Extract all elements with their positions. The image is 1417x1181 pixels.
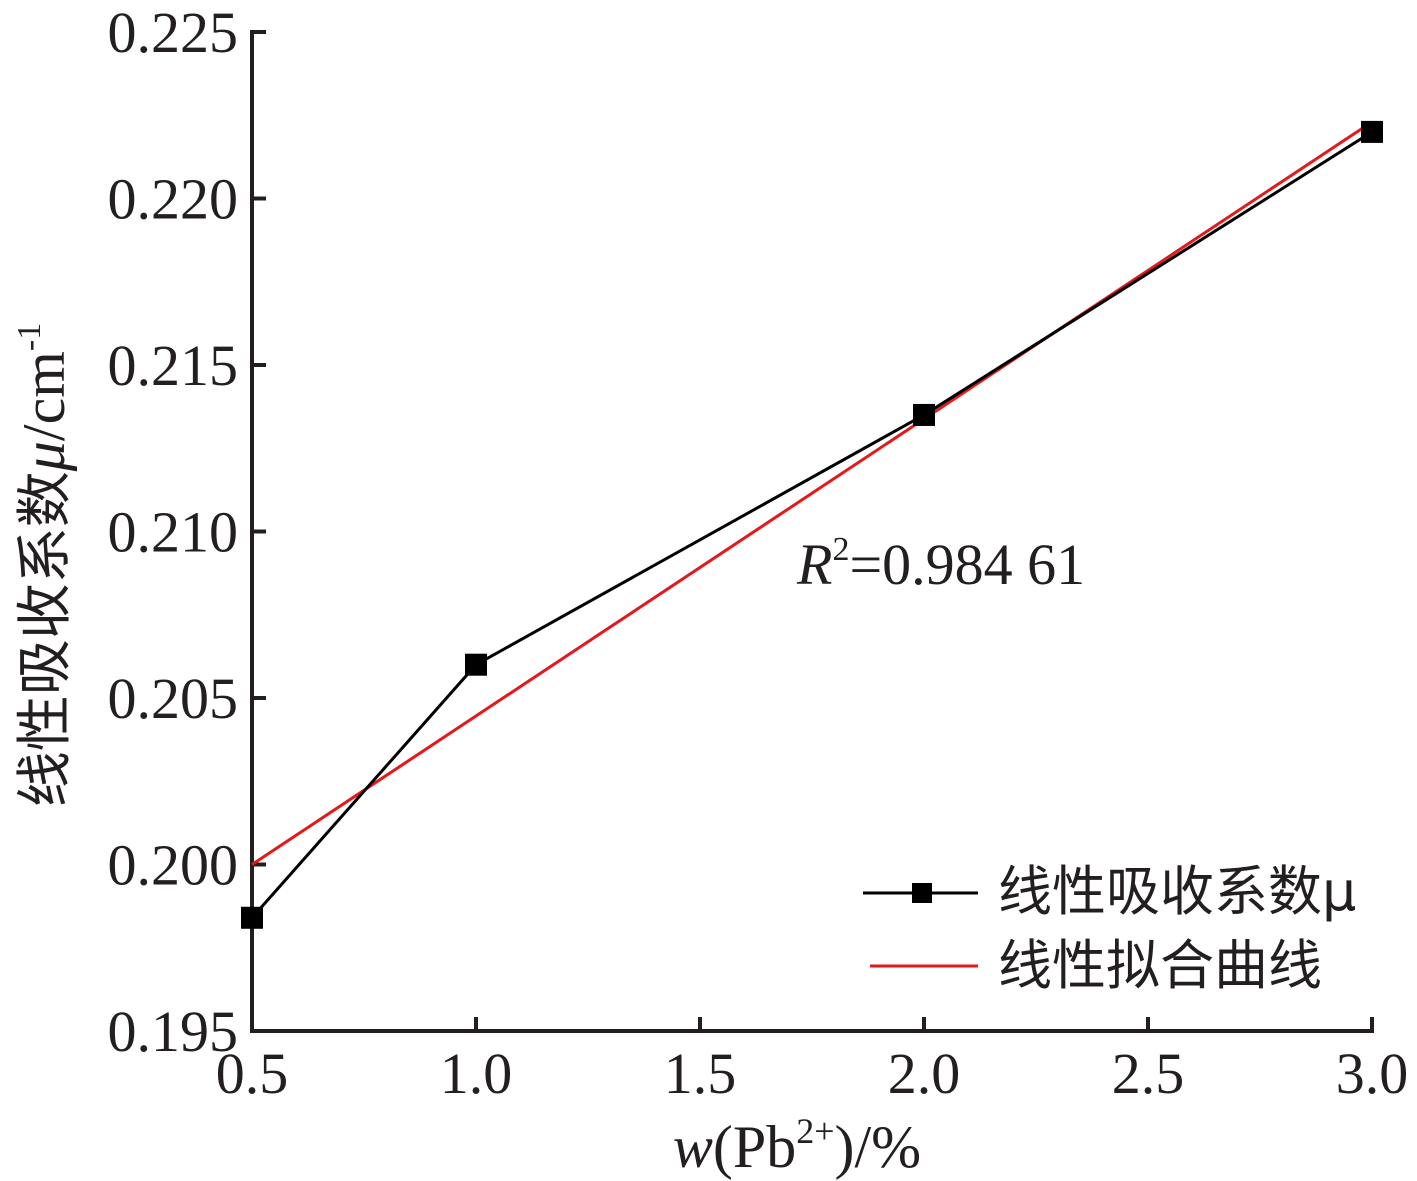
x-tick-label: 2.5	[1112, 1041, 1185, 1106]
y-tick-label: 0.220	[108, 167, 239, 232]
data-point-marker	[1361, 120, 1383, 143]
r-squared-var: R	[796, 532, 832, 597]
x-tick-label: 1.5	[664, 1041, 737, 1106]
x-tick-label: 3.0	[1336, 1041, 1409, 1106]
legend-marker-square	[912, 883, 932, 903]
x-axis-ticks: 0.5 1.0 1.5 2.0 2.5 3.0	[216, 1017, 1409, 1106]
y-tick-label: 0.195	[108, 999, 239, 1064]
fit-line	[251, 120, 1373, 866]
data-point-marker	[465, 653, 487, 676]
x-axis-label: w(Pb2+)/%	[673, 1111, 921, 1180]
y-tick-label: 0.215	[108, 333, 239, 398]
x-tick-label: 0.5	[216, 1041, 289, 1106]
x-axis-label-open: (Pb	[713, 1114, 796, 1180]
r-squared-value: =0.984 61	[849, 532, 1085, 597]
x-axis-label-sup: 2+	[796, 1111, 834, 1151]
y-axis-label-unit: /cm	[11, 351, 77, 441]
x-tick-label: 2.0	[888, 1041, 961, 1106]
r-squared-annotation: R2=0.984 61	[796, 531, 1085, 597]
x-axis-label-var: w	[673, 1114, 713, 1180]
y-axis-label-sup: -1	[11, 323, 48, 351]
r-squared-sup: 2	[832, 531, 849, 568]
legend: 线性吸收系数μ 线性拟合曲线	[863, 860, 1356, 997]
data-point-marker	[241, 906, 263, 929]
y-tick-label: 0.225	[108, 0, 239, 65]
x-axis-label-close: )/%	[835, 1114, 922, 1180]
y-axis-label-main: 线性吸收系数	[13, 471, 78, 807]
data-series-line	[250, 130, 1373, 919]
data-markers	[241, 120, 1383, 929]
y-tick-label: 0.210	[108, 500, 239, 565]
x-tick-label: 1.0	[440, 1041, 513, 1106]
y-axis-ticks: 0.195 0.200 0.205 0.210 0.215 0.220 0.225	[108, 0, 266, 1064]
y-tick-label: 0.200	[108, 833, 239, 898]
legend-label-fit: 线性拟合曲线	[998, 934, 1322, 997]
data-point-marker	[913, 403, 935, 426]
legend-label-data: 线性吸收系数μ	[998, 860, 1356, 923]
y-axis-label: 线性吸收系数μ/cm-1	[11, 323, 78, 807]
y-axis-label-mu: μ	[11, 441, 77, 472]
y-tick-label: 0.205	[108, 666, 239, 731]
